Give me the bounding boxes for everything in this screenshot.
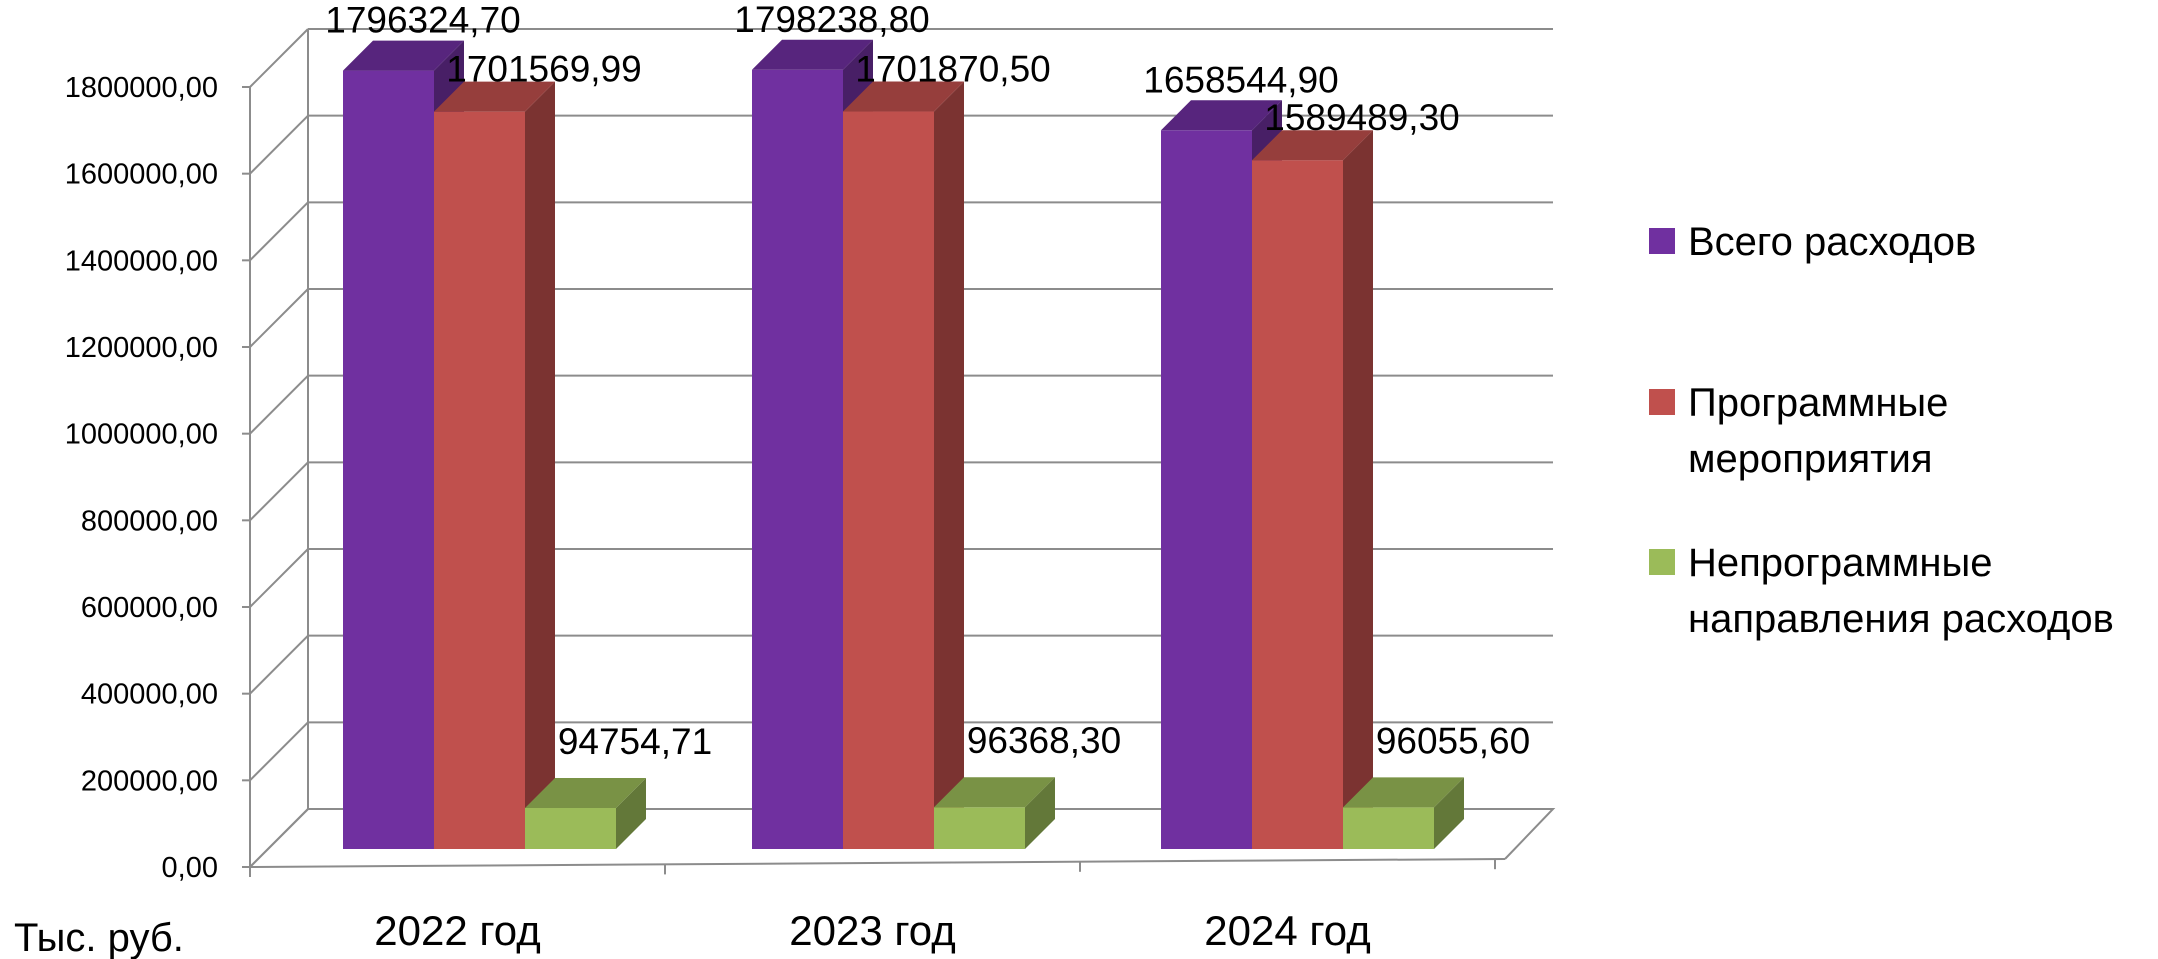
wall-gridline [249,634,309,695]
wall-gridline [249,461,309,522]
x-axis [249,858,1506,868]
unit-label: Тыс. руб. [14,916,184,959]
wall-gridline [249,374,309,435]
bar-top [434,81,555,112]
bar-side [1434,777,1464,849]
legend-swatch [1649,389,1675,415]
data-label: 1589489,30 [1264,97,1459,138]
wall-gridline [249,28,309,88]
legend-label: Всего расходов [1688,220,1976,264]
y-tick-label: 0,00 [162,852,218,884]
bar-side [525,81,555,849]
legend-label: направления расходов [1688,597,2114,641]
bar-top [1343,777,1464,808]
bar-top [752,39,873,70]
x-category-label: 2022 год [374,907,540,954]
data-label: 96368,30 [967,720,1121,761]
legend-label: мероприятия [1688,437,1932,481]
y-tick-label: 1400000,00 [65,245,218,277]
wall-gridline [249,721,309,782]
bar-top [1161,100,1282,131]
y-tick-label: 1000000,00 [65,419,218,451]
bar-side [1025,777,1055,849]
legend-swatch [1649,228,1675,254]
legend-label: Программные [1688,381,1948,425]
bar [525,807,616,849]
bar [752,69,843,849]
bar-top [343,40,464,71]
wall-gridline [249,114,309,175]
data-label: 1701569,99 [446,49,641,90]
x-category-label: 2024 год [1204,907,1370,954]
bar [1343,807,1434,849]
data-label: 1701870,50 [855,49,1050,90]
y-tick-label: 400000,00 [81,679,218,711]
data-label: 96055,60 [1376,720,1530,761]
bar [343,70,434,849]
y-tick-label: 1200000,00 [65,332,218,364]
bar-top [1252,130,1373,161]
data-label: 1798238,80 [734,0,929,40]
wall-gridline [249,288,309,348]
y-tick-label: 200000,00 [81,765,218,797]
bar-side [934,81,964,850]
wall-gridline [249,201,309,262]
legend-label: Непрограммные [1688,541,1992,585]
wall-gridline [249,548,309,608]
data-label: 94754,71 [558,721,712,762]
bar-top [843,81,964,112]
x-category-label: 2023 год [789,907,955,954]
bar-side [616,777,646,849]
bar-top [525,777,646,808]
y-tick-label: 800000,00 [81,505,218,537]
y-tick-label: 600000,00 [81,592,218,624]
bar [434,111,525,849]
data-label: 1796324,70 [325,0,520,41]
y-tick-label: 1600000,00 [65,159,218,191]
bar [843,111,934,850]
bar-side [1343,130,1373,849]
data-label: 1658544,90 [1143,59,1338,100]
legend-swatch [1649,549,1675,575]
bar [934,807,1025,849]
bar [1252,160,1343,849]
bar [1161,130,1252,849]
bar-top [934,777,1055,808]
y-tick-label: 1800000,00 [65,72,218,104]
